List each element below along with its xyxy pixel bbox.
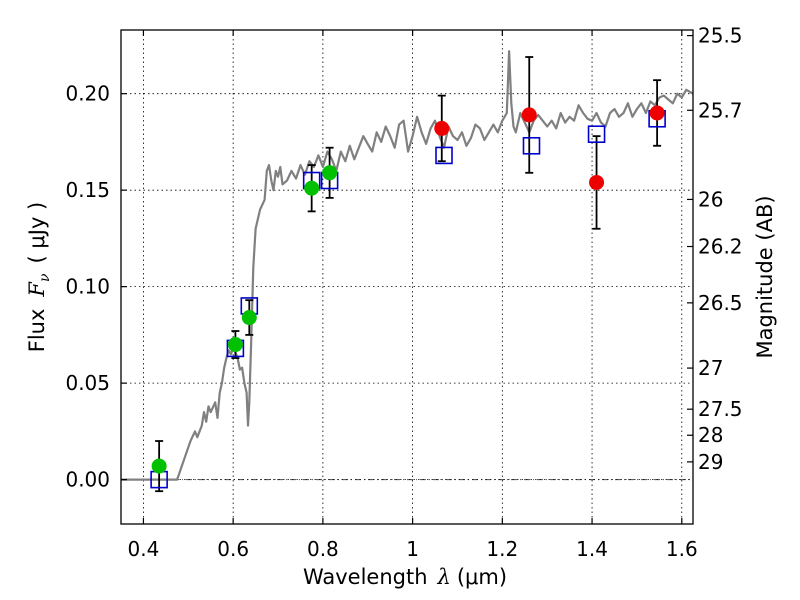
- optical-point-2: [242, 310, 257, 325]
- nir-point-0: [434, 121, 449, 136]
- mag-tick-label-8: 29: [698, 450, 723, 474]
- x-axis-label-unit: (μm): [457, 565, 507, 589]
- nir-point-2: [589, 175, 604, 190]
- x-tick-label-3: 1: [406, 537, 419, 561]
- mag-tick-label-4: 26.5: [698, 291, 743, 315]
- x-axis-label-symbol: λ: [437, 565, 451, 589]
- magnitude-axis-ticks: 25.5 25.7 26 26.2 26.5 27 27.528 29: [687, 24, 743, 474]
- nir-point-3: [650, 105, 665, 120]
- x-tick-label-5: 1.4: [576, 537, 608, 561]
- optical-point-1: [228, 337, 243, 352]
- x-tick-label-0: 0.4: [128, 537, 160, 561]
- x-tick-label-6: 1.6: [666, 537, 698, 561]
- mag-tick-label-2: 26: [698, 187, 723, 211]
- mag-tick-label-5: 27: [698, 356, 723, 380]
- mag-tick-label-7: 28: [698, 423, 723, 447]
- y-axis-label-prefix: Flux: [25, 309, 49, 353]
- optical-point-0: [152, 459, 167, 474]
- x-tick-label-1: 0.6: [217, 537, 249, 561]
- mag-tick-label-6: 27.5: [698, 397, 743, 421]
- y-tick-label-0: 0.00: [65, 468, 110, 492]
- y-tick-label-1: 0.05: [65, 371, 110, 395]
- plot-background: [121, 30, 693, 524]
- y-axis-ticks: 0.00 0.05 0.10 0.15 0.20: [65, 82, 127, 492]
- sed-chart: 0.4 0.6 0.8 1 1.2 1.4 1.6 0.00 0.05 0.10 0.15 0.20…: [0, 0, 800, 600]
- mag-tick-label-1: 25.7: [698, 98, 743, 122]
- y-axis-label: Flux Fν ( μJy ): [25, 202, 53, 352]
- nir-point-1: [522, 107, 537, 122]
- y-tick-label-3: 0.15: [65, 178, 110, 202]
- x-axis-label-prefix: Wavelength: [303, 565, 428, 589]
- mag-tick-label-0: 25.5: [698, 24, 743, 48]
- x-axis-label: Wavelength λ (μm): [303, 565, 507, 589]
- y-tick-label-4: 0.20: [65, 82, 110, 106]
- y-axis-label-symbol: F: [25, 281, 49, 298]
- y2-axis-label: Magnitude (AB): [753, 195, 777, 358]
- optical-point-4: [322, 165, 337, 180]
- y-tick-label-2: 0.10: [65, 275, 110, 299]
- y-axis-label-unit: ( μJy ): [25, 202, 49, 264]
- mag-tick-label-3: 26.2: [698, 235, 743, 259]
- y-axis-label-subscript: ν: [37, 273, 53, 282]
- optical-point-3: [304, 181, 319, 196]
- x-tick-label-2: 0.8: [307, 537, 339, 561]
- x-tick-label-4: 1.2: [486, 537, 518, 561]
